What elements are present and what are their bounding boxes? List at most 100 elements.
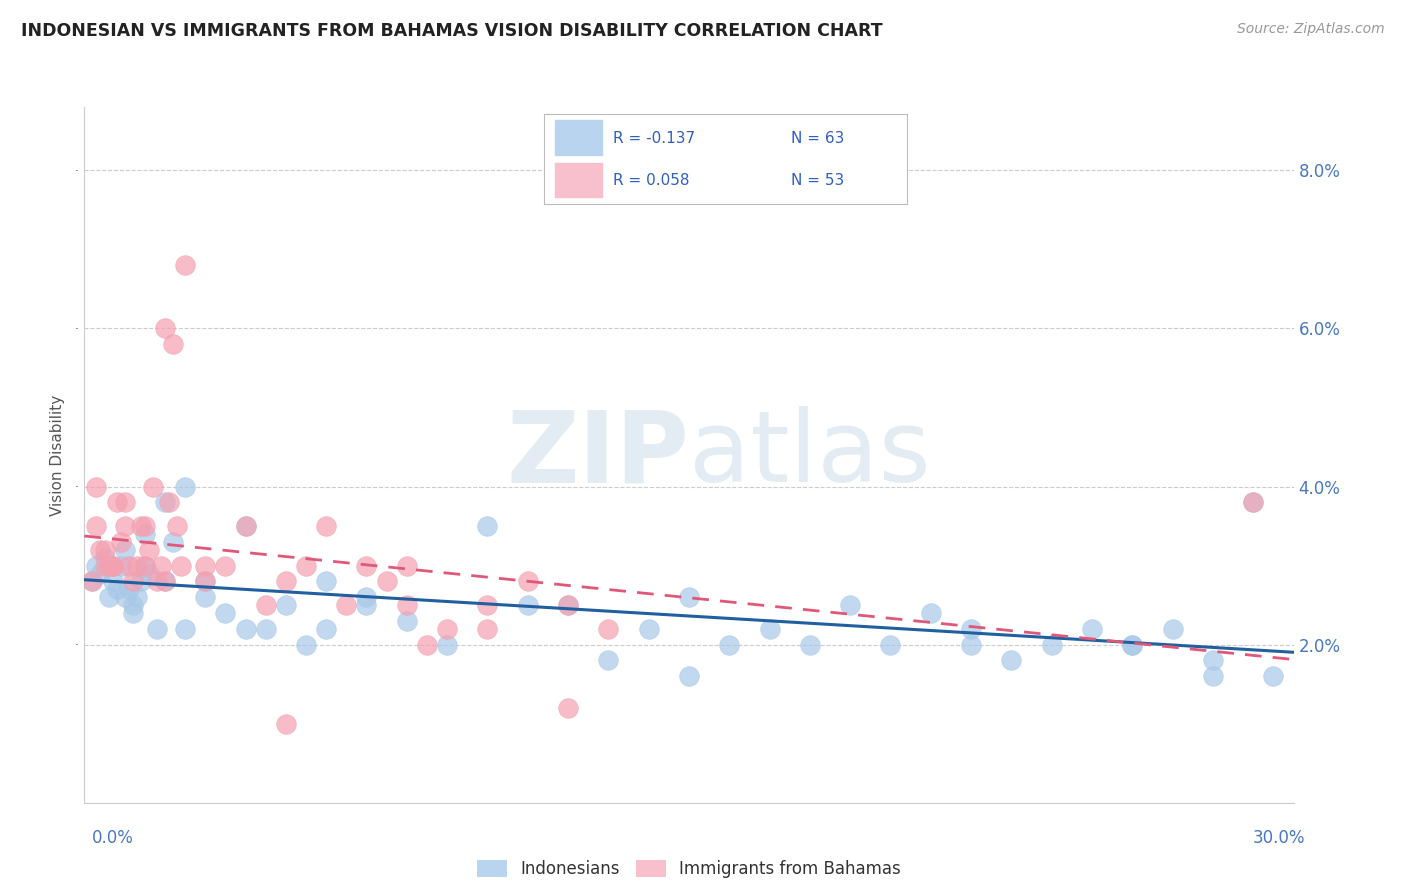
Point bbox=[194, 591, 217, 605]
Point bbox=[93, 542, 115, 557]
Point bbox=[174, 258, 197, 272]
Point bbox=[170, 558, 193, 573]
Point bbox=[356, 598, 378, 612]
Point bbox=[114, 591, 136, 605]
Point bbox=[1202, 669, 1225, 683]
Legend: Indonesians, Immigrants from Bahamas: Indonesians, Immigrants from Bahamas bbox=[470, 854, 908, 885]
Point bbox=[153, 574, 176, 589]
Point bbox=[101, 558, 124, 573]
Point bbox=[110, 558, 132, 573]
Point bbox=[375, 574, 398, 589]
Point bbox=[1121, 638, 1143, 652]
Point bbox=[395, 598, 418, 612]
Point bbox=[97, 591, 120, 605]
Point bbox=[134, 558, 156, 573]
Point bbox=[516, 598, 538, 612]
Point bbox=[1081, 622, 1104, 636]
Point bbox=[315, 622, 337, 636]
Point bbox=[174, 479, 197, 493]
Point bbox=[93, 550, 115, 565]
Point bbox=[395, 614, 418, 628]
Point bbox=[153, 574, 176, 589]
Point bbox=[598, 622, 620, 636]
Point bbox=[89, 542, 111, 557]
Text: atlas: atlas bbox=[689, 407, 931, 503]
Point bbox=[315, 519, 337, 533]
Point bbox=[920, 606, 942, 620]
Point bbox=[758, 622, 780, 636]
Point bbox=[557, 598, 579, 612]
Point bbox=[235, 622, 257, 636]
Point bbox=[89, 566, 111, 581]
Point bbox=[960, 622, 983, 636]
Point bbox=[194, 558, 217, 573]
Point bbox=[174, 622, 197, 636]
Point bbox=[134, 527, 156, 541]
Point bbox=[799, 638, 821, 652]
Point bbox=[637, 622, 659, 636]
Point bbox=[146, 574, 169, 589]
Point bbox=[194, 574, 217, 589]
Point bbox=[235, 519, 257, 533]
Point bbox=[315, 574, 337, 589]
Point bbox=[235, 519, 257, 533]
Point bbox=[105, 582, 128, 597]
Point bbox=[1202, 653, 1225, 667]
Point bbox=[395, 558, 418, 573]
Point bbox=[118, 582, 141, 597]
Point bbox=[149, 558, 172, 573]
Point bbox=[138, 566, 160, 581]
Point bbox=[274, 598, 297, 612]
Point bbox=[153, 495, 176, 509]
Point bbox=[214, 606, 236, 620]
Point bbox=[436, 622, 458, 636]
Point bbox=[86, 479, 108, 493]
Point bbox=[718, 638, 741, 652]
Point bbox=[157, 495, 180, 509]
Point bbox=[960, 638, 983, 652]
Point bbox=[839, 598, 862, 612]
Point bbox=[295, 558, 318, 573]
Point bbox=[114, 495, 136, 509]
Point bbox=[101, 558, 124, 573]
Point bbox=[214, 558, 236, 573]
Point bbox=[356, 558, 378, 573]
Point bbox=[121, 598, 143, 612]
Point bbox=[114, 519, 136, 533]
Point bbox=[142, 479, 165, 493]
Point bbox=[194, 574, 217, 589]
Point bbox=[1161, 622, 1184, 636]
Point bbox=[295, 638, 318, 652]
Point bbox=[356, 591, 378, 605]
Point bbox=[86, 519, 108, 533]
Point bbox=[129, 574, 152, 589]
Point bbox=[1241, 495, 1264, 509]
Point bbox=[93, 558, 115, 573]
Point bbox=[162, 534, 184, 549]
Point bbox=[125, 558, 148, 573]
Point bbox=[114, 542, 136, 557]
Point bbox=[516, 574, 538, 589]
Point bbox=[121, 574, 143, 589]
Point bbox=[678, 591, 700, 605]
Point bbox=[82, 574, 104, 589]
Point bbox=[557, 598, 579, 612]
Point bbox=[134, 558, 156, 573]
Point bbox=[146, 622, 169, 636]
Point bbox=[134, 519, 156, 533]
Y-axis label: Vision Disability: Vision Disability bbox=[51, 394, 65, 516]
Point bbox=[129, 519, 152, 533]
Point bbox=[254, 598, 277, 612]
Point bbox=[477, 519, 499, 533]
Point bbox=[1241, 495, 1264, 509]
Point bbox=[598, 653, 620, 667]
Point bbox=[477, 598, 499, 612]
Point bbox=[82, 574, 104, 589]
Point bbox=[274, 716, 297, 731]
Point bbox=[1040, 638, 1063, 652]
Text: 30.0%: 30.0% bbox=[1253, 829, 1305, 847]
Point bbox=[557, 701, 579, 715]
Point bbox=[166, 519, 188, 533]
Point bbox=[138, 542, 160, 557]
Point bbox=[110, 534, 132, 549]
